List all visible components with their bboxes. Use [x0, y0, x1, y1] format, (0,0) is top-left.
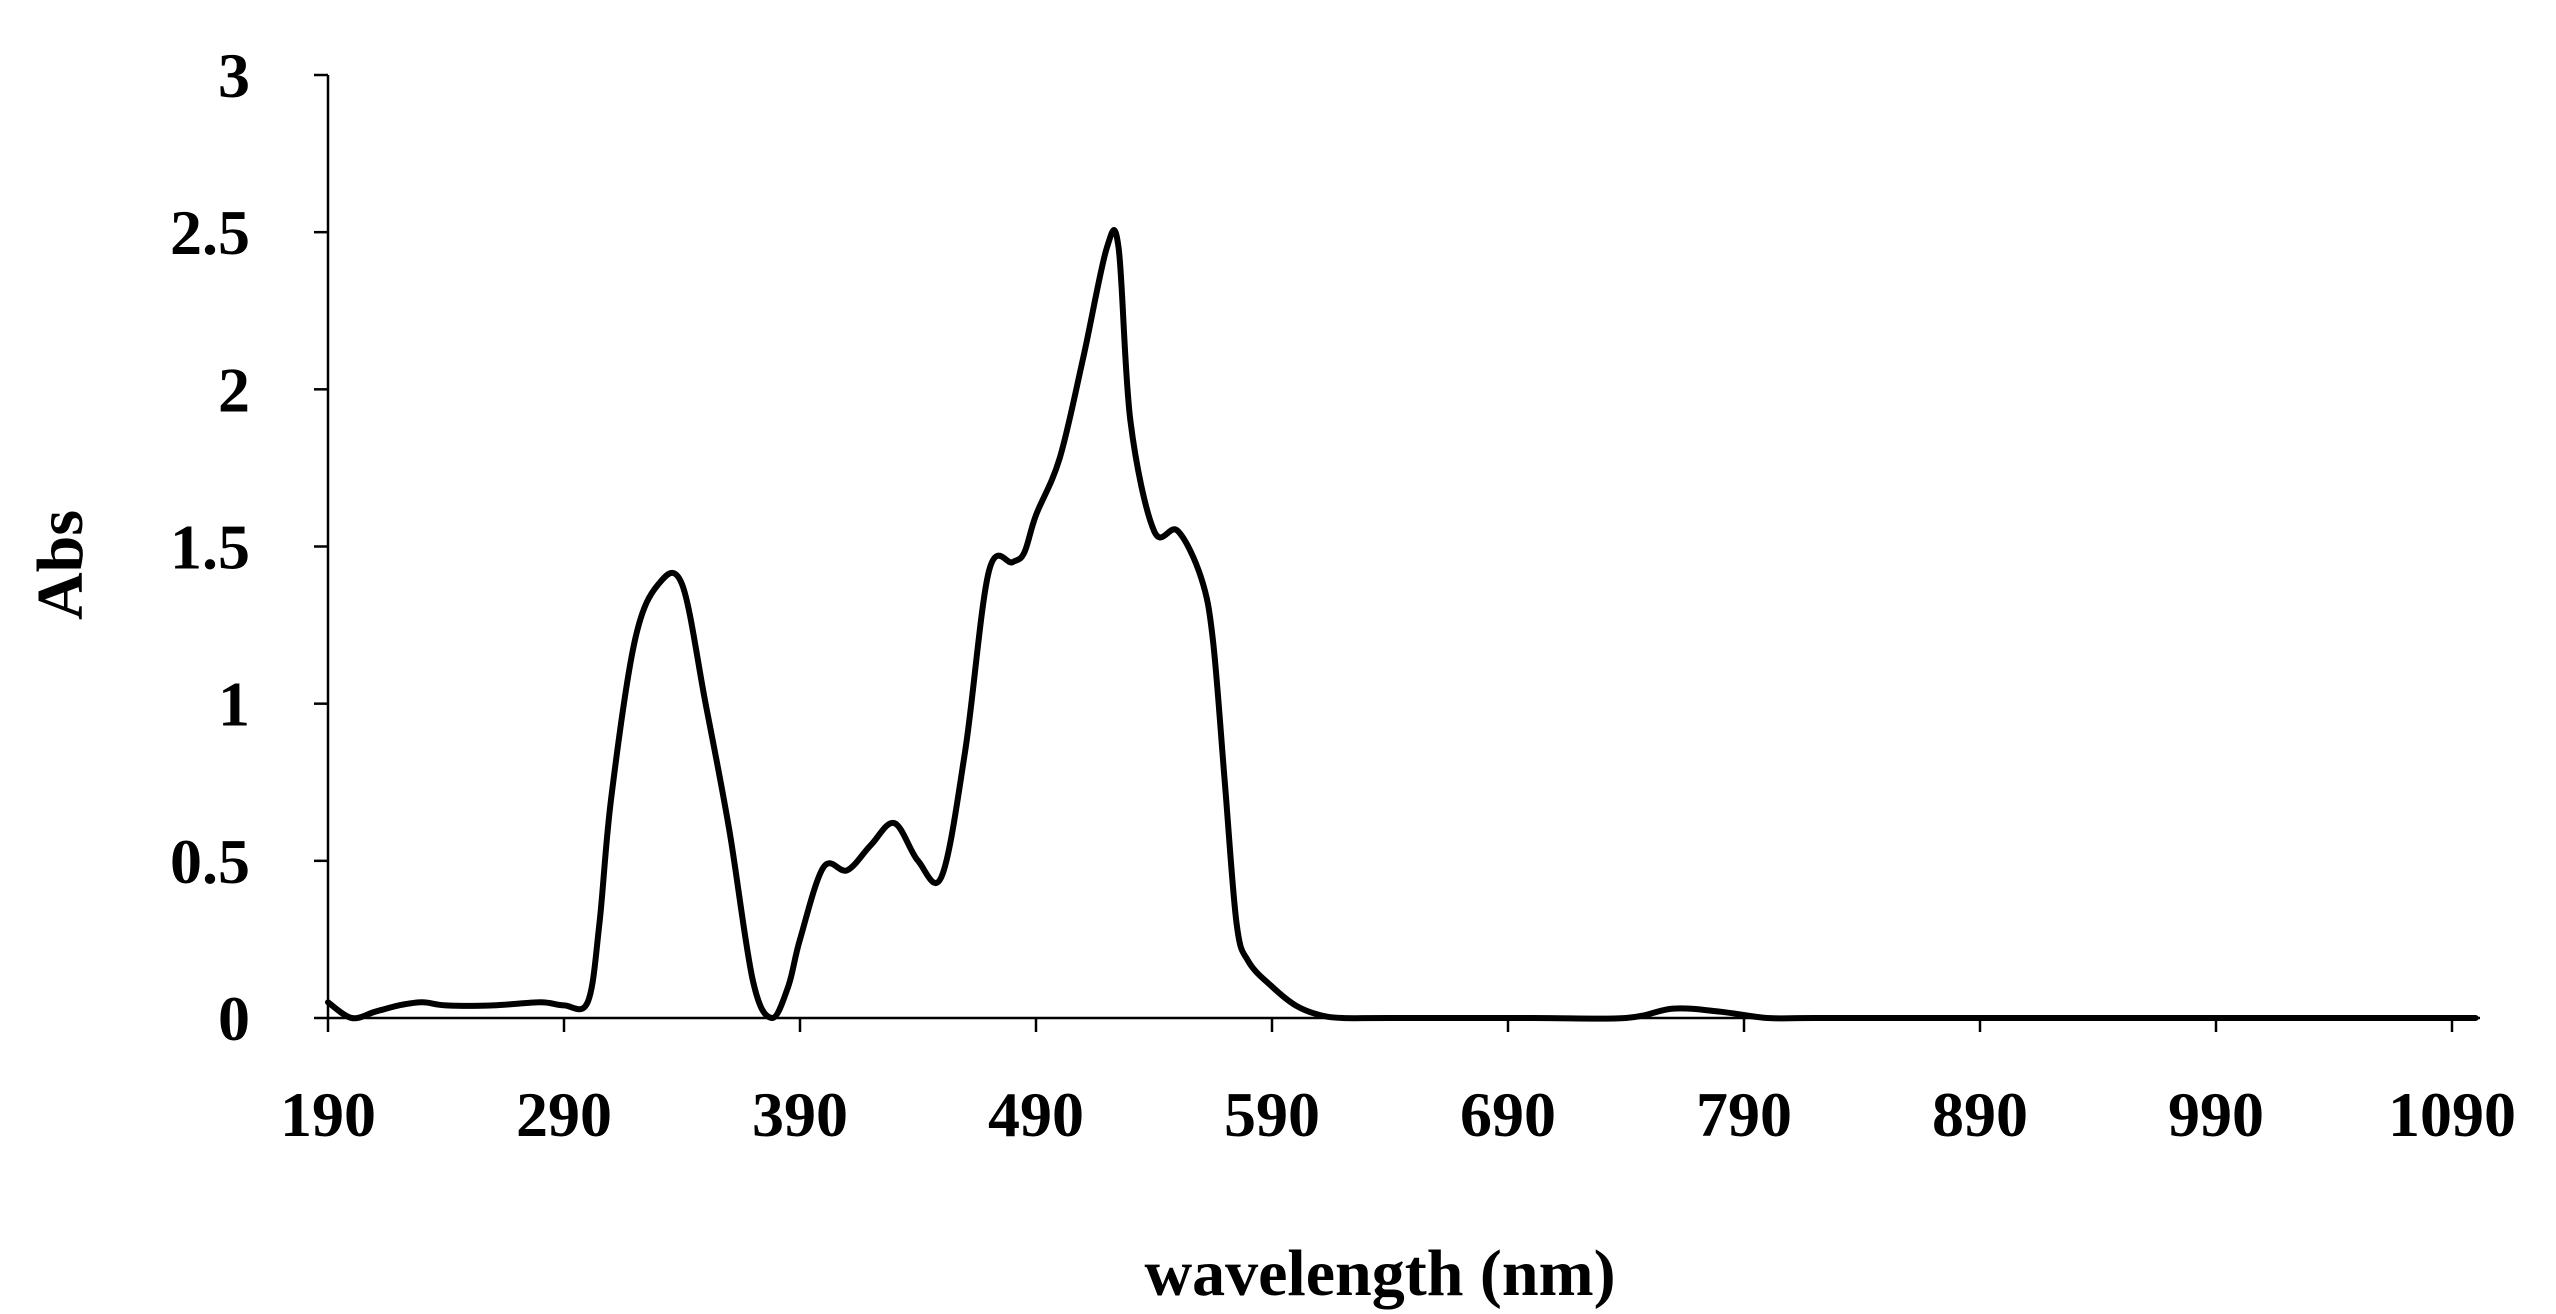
x-tick-label: 390 [752, 1079, 848, 1150]
x-tick-label: 190 [280, 1079, 376, 1150]
x-tick-label: 690 [1460, 1079, 1556, 1150]
y-tick-label: 1 [218, 669, 250, 740]
absorbance-line [325, 227, 2479, 1022]
x-axis-ticks: 190 290 390 490 590 690 790 890 990 1090 [280, 1018, 2516, 1150]
y-tick-label: 1.5 [170, 512, 250, 583]
y-tick-label: 3 [218, 40, 250, 111]
x-tick-label: 590 [1224, 1079, 1320, 1150]
y-tick-label: 2 [218, 354, 250, 425]
x-tick-label: 790 [1696, 1079, 1792, 1150]
y-tick-label: 2.5 [170, 197, 250, 268]
series-group [325, 227, 2479, 1022]
x-axis-title: wavelength (nm) [1144, 1237, 1615, 1310]
y-tick-label: 0 [218, 983, 250, 1054]
x-tick-label: 490 [988, 1079, 1084, 1150]
x-tick-label: 1090 [2388, 1079, 2516, 1150]
x-tick-label: 290 [516, 1079, 612, 1150]
axes [326, 75, 2480, 1020]
x-tick-label: 890 [1932, 1079, 2028, 1150]
y-axis-ticks: 0 0.5 1 1.5 2 2.5 3 [170, 40, 328, 1054]
y-tick-label: 0.5 [170, 826, 250, 897]
x-tick-label: 990 [2168, 1079, 2264, 1150]
y-axis-title: Abs [24, 510, 97, 620]
